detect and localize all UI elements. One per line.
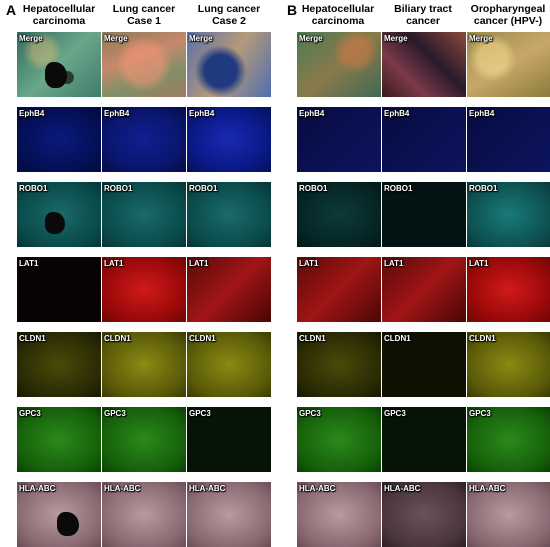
micrograph-a-lc1-hla-abc: HLA-ABC bbox=[102, 482, 186, 547]
panel-a-letter: A bbox=[6, 2, 17, 18]
column-header-a2: Lung cancer Case 1 bbox=[112, 3, 176, 27]
micrograph-b-opc-hla-abc: HLA-ABC bbox=[467, 482, 550, 547]
micrograph-b-hcc-merge: Merge bbox=[297, 32, 381, 97]
column-header-b1: Hepatocellular carcinoma bbox=[301, 3, 375, 27]
micrograph-b-opc-lat1: LAT1 bbox=[467, 257, 550, 322]
micrograph-b-btc-robo1: ROBO1 bbox=[382, 182, 466, 247]
column-header-a3: Lung cancer Case 2 bbox=[197, 3, 261, 27]
micrograph-b-opc-ephb4: EphB4 bbox=[467, 107, 550, 172]
micrograph-b-opc-cldn1: CLDN1 bbox=[467, 332, 550, 397]
micrograph-a-lc2-robo1: ROBO1 bbox=[187, 182, 271, 247]
micrograph-b-opc-merge: Merge bbox=[467, 32, 550, 97]
micrograph-a-lc2-lat1: LAT1 bbox=[187, 257, 271, 322]
micrograph-a-hcc-gpc3: GPC3 bbox=[17, 407, 101, 472]
micrograph-a-lc2-ephb4: EphB4 bbox=[187, 107, 271, 172]
micrograph-a-lc2-cldn1: CLDN1 bbox=[187, 332, 271, 397]
micrograph-b-hcc-gpc3: GPC3 bbox=[297, 407, 381, 472]
micrograph-a-lc1-robo1: ROBO1 bbox=[102, 182, 186, 247]
micrograph-b-btc-gpc3: GPC3 bbox=[382, 407, 466, 472]
micrograph-b-btc-hla-abc: HLA-ABC bbox=[382, 482, 466, 547]
column-header-b3: Oropharyngeal cancer (HPV-) bbox=[470, 3, 546, 27]
micrograph-a-hcc-cldn1: CLDN1 bbox=[17, 332, 101, 397]
micrograph-b-btc-ephb4: EphB4 bbox=[382, 107, 466, 172]
column-header-b2: Biliary tract cancer bbox=[394, 3, 452, 27]
micrograph-b-btc-cldn1: CLDN1 bbox=[382, 332, 466, 397]
micrograph-a-lc1-lat1: LAT1 bbox=[102, 257, 186, 322]
micrograph-a-lc1-gpc3: GPC3 bbox=[102, 407, 186, 472]
micrograph-a-lc1-cldn1: CLDN1 bbox=[102, 332, 186, 397]
micrograph-a-lc2-gpc3: GPC3 bbox=[187, 407, 271, 472]
micrograph-b-btc-lat1: LAT1 bbox=[382, 257, 466, 322]
micrograph-a-lc2-merge: Merge bbox=[187, 32, 271, 97]
micrograph-a-hcc-hla-abc: HLA-ABC bbox=[17, 482, 101, 547]
micrograph-b-hcc-ephb4: EphB4 bbox=[297, 107, 381, 172]
micrograph-a-hcc-ephb4: EphB4 bbox=[17, 107, 101, 172]
column-header-a1: Hepatocellular carcinoma bbox=[22, 3, 96, 27]
panel-b-letter: B bbox=[287, 2, 298, 18]
micrograph-a-lc1-merge: Merge bbox=[102, 32, 186, 97]
micrograph-a-hcc-merge: Merge bbox=[17, 32, 101, 97]
micrograph-b-hcc-hla-abc: HLA-ABC bbox=[297, 482, 381, 547]
micrograph-b-hcc-robo1: ROBO1 bbox=[297, 182, 381, 247]
micrograph-b-opc-robo1: ROBO1 bbox=[467, 182, 550, 247]
micrograph-a-lc1-ephb4: EphB4 bbox=[102, 107, 186, 172]
micrograph-b-hcc-cldn1: CLDN1 bbox=[297, 332, 381, 397]
micrograph-b-btc-merge: Merge bbox=[382, 32, 466, 97]
micrograph-a-lc2-hla-abc: HLA-ABC bbox=[187, 482, 271, 547]
micrograph-b-opc-gpc3: GPC3 bbox=[467, 407, 550, 472]
micrograph-a-hcc-lat1: LAT1 bbox=[17, 257, 101, 322]
micrograph-a-hcc-robo1: ROBO1 bbox=[17, 182, 101, 247]
micrograph-b-hcc-lat1: LAT1 bbox=[297, 257, 381, 322]
